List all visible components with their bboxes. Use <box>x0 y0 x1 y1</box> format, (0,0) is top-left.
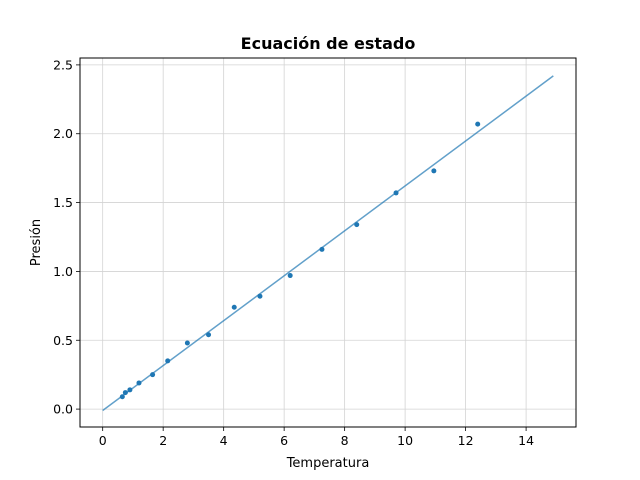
x-axis: 0 2 4 6 8 10 12 14 <box>99 427 534 448</box>
scatter-point <box>184 340 190 346</box>
x-tick-label: 14 <box>518 433 534 448</box>
x-tick-label: 12 <box>458 433 474 448</box>
y-tick-label: 0.0 <box>53 402 73 417</box>
y-tick-label: 1.5 <box>53 195 73 210</box>
x-tick-label: 10 <box>397 433 413 448</box>
scatter-point <box>393 190 399 196</box>
x-tick-label: 2 <box>159 433 167 448</box>
y-axis: 0.0 0.5 1.0 1.5 2.0 2.5 <box>53 57 80 417</box>
scatter-point <box>165 358 171 364</box>
x-tick-label: 4 <box>220 433 228 448</box>
y-axis-title: Presión <box>29 219 44 266</box>
scatter-point <box>231 304 237 310</box>
scatter-point <box>319 246 325 252</box>
scatter-point <box>127 387 133 393</box>
scatter-point <box>119 394 125 400</box>
plot-frame <box>79 57 577 428</box>
grid <box>80 58 576 427</box>
x-tick-label: 8 <box>341 433 349 448</box>
scatter-point <box>475 121 481 127</box>
scatter-point <box>150 372 156 378</box>
y-tick-label: 1.0 <box>53 264 73 279</box>
scatter-point <box>206 332 212 338</box>
scatter-point <box>287 273 293 279</box>
scatter-point <box>136 380 142 386</box>
scatter-point <box>354 222 360 228</box>
chart-title: Ecuación de estado <box>241 34 416 53</box>
y-tick-label: 0.5 <box>53 333 73 348</box>
y-tick-label: 2.5 <box>53 57 73 72</box>
y-tick-label: 2.0 <box>53 126 73 141</box>
plot-area <box>102 75 554 412</box>
scatter-point <box>431 168 437 174</box>
x-tick-label: 6 <box>280 433 288 448</box>
x-axis-title: Temperatura <box>286 456 370 471</box>
scatter-point <box>257 293 263 299</box>
scatter-point <box>122 390 128 396</box>
fit-line <box>102 75 554 412</box>
x-tick-label: 0 <box>99 433 107 448</box>
